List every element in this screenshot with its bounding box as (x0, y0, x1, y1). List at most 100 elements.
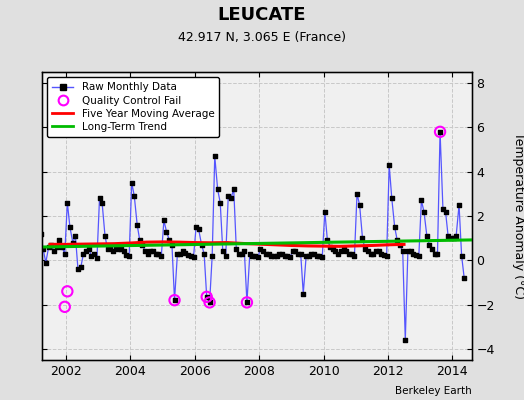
Point (138, 242, 147, 248)
Point (66, 224, 74, 230)
Point (160, 217, 168, 224)
Point (441, 208, 450, 215)
Point (157, 253, 166, 259)
Point (170, 297, 179, 303)
Point (141, 248, 149, 255)
Point (447, 235, 455, 241)
Point (71, 233, 80, 239)
Point (63, 288, 72, 294)
Point (31, 186, 39, 193)
Point (304, 253, 313, 259)
Point (95, 195, 104, 202)
Point (133, 222, 141, 228)
Point (50, 248, 58, 255)
Point (165, 237, 173, 244)
Point (61, 304, 69, 310)
Point (262, 250, 270, 257)
Point (372, 248, 380, 255)
Point (331, 248, 340, 255)
Point (222, 253, 230, 259)
Point (52, 244, 61, 250)
Point (79, 250, 88, 257)
Point (117, 246, 125, 252)
Point (420, 208, 428, 215)
Point (173, 250, 182, 257)
Point (433, 250, 442, 257)
Point (358, 235, 367, 241)
Point (321, 208, 329, 215)
Point (431, 250, 439, 257)
Text: LEUCATE: LEUCATE (218, 6, 306, 24)
Point (388, 195, 396, 202)
Point (444, 233, 452, 239)
Point (119, 248, 128, 255)
Point (41, 259, 50, 266)
Point (106, 244, 114, 250)
Point (334, 250, 343, 257)
Point (361, 246, 369, 252)
Point (286, 254, 294, 260)
Point (74, 266, 82, 272)
Point (162, 228, 171, 235)
Point (216, 200, 224, 206)
Point (125, 253, 133, 259)
Point (374, 248, 383, 255)
Point (310, 250, 319, 257)
Point (366, 250, 375, 257)
Point (184, 252, 192, 258)
Point (224, 193, 233, 199)
Point (307, 250, 315, 257)
Point (240, 248, 248, 255)
Point (194, 226, 203, 232)
Point (278, 250, 286, 257)
Point (192, 224, 200, 230)
Point (401, 337, 409, 343)
Point (251, 253, 259, 259)
Point (151, 250, 160, 257)
Point (213, 186, 222, 193)
Point (337, 248, 345, 255)
Text: Berkeley Earth: Berkeley Earth (395, 386, 472, 396)
Point (146, 248, 155, 255)
Point (243, 299, 251, 306)
Point (130, 193, 138, 199)
Point (208, 253, 216, 259)
Point (202, 294, 211, 300)
Point (390, 224, 399, 230)
Point (205, 299, 214, 306)
Point (340, 246, 348, 252)
Text: 42.917 N, 3.065 E (France): 42.917 N, 3.065 E (France) (178, 31, 346, 44)
Point (267, 253, 275, 259)
Point (219, 248, 227, 255)
Point (187, 253, 195, 259)
Point (460, 275, 468, 281)
Point (39, 246, 47, 252)
Point (63, 200, 72, 206)
Point (379, 252, 388, 258)
Point (393, 237, 401, 244)
Point (302, 253, 310, 259)
Point (176, 250, 184, 257)
Point (299, 290, 308, 297)
Point (45, 244, 53, 250)
Point (77, 264, 85, 270)
Point (181, 249, 190, 256)
Point (243, 299, 251, 306)
Point (313, 253, 321, 259)
Point (101, 233, 109, 239)
Point (329, 246, 337, 252)
Point (82, 248, 90, 255)
Point (297, 250, 305, 257)
Point (114, 246, 123, 252)
Point (136, 237, 144, 244)
Point (248, 253, 257, 259)
Point (235, 250, 243, 257)
Point (69, 239, 77, 246)
Point (364, 248, 372, 255)
Point (423, 233, 431, 239)
Point (439, 206, 447, 212)
Point (455, 202, 463, 208)
Point (47, 242, 56, 248)
Point (272, 253, 281, 259)
Point (227, 195, 235, 202)
